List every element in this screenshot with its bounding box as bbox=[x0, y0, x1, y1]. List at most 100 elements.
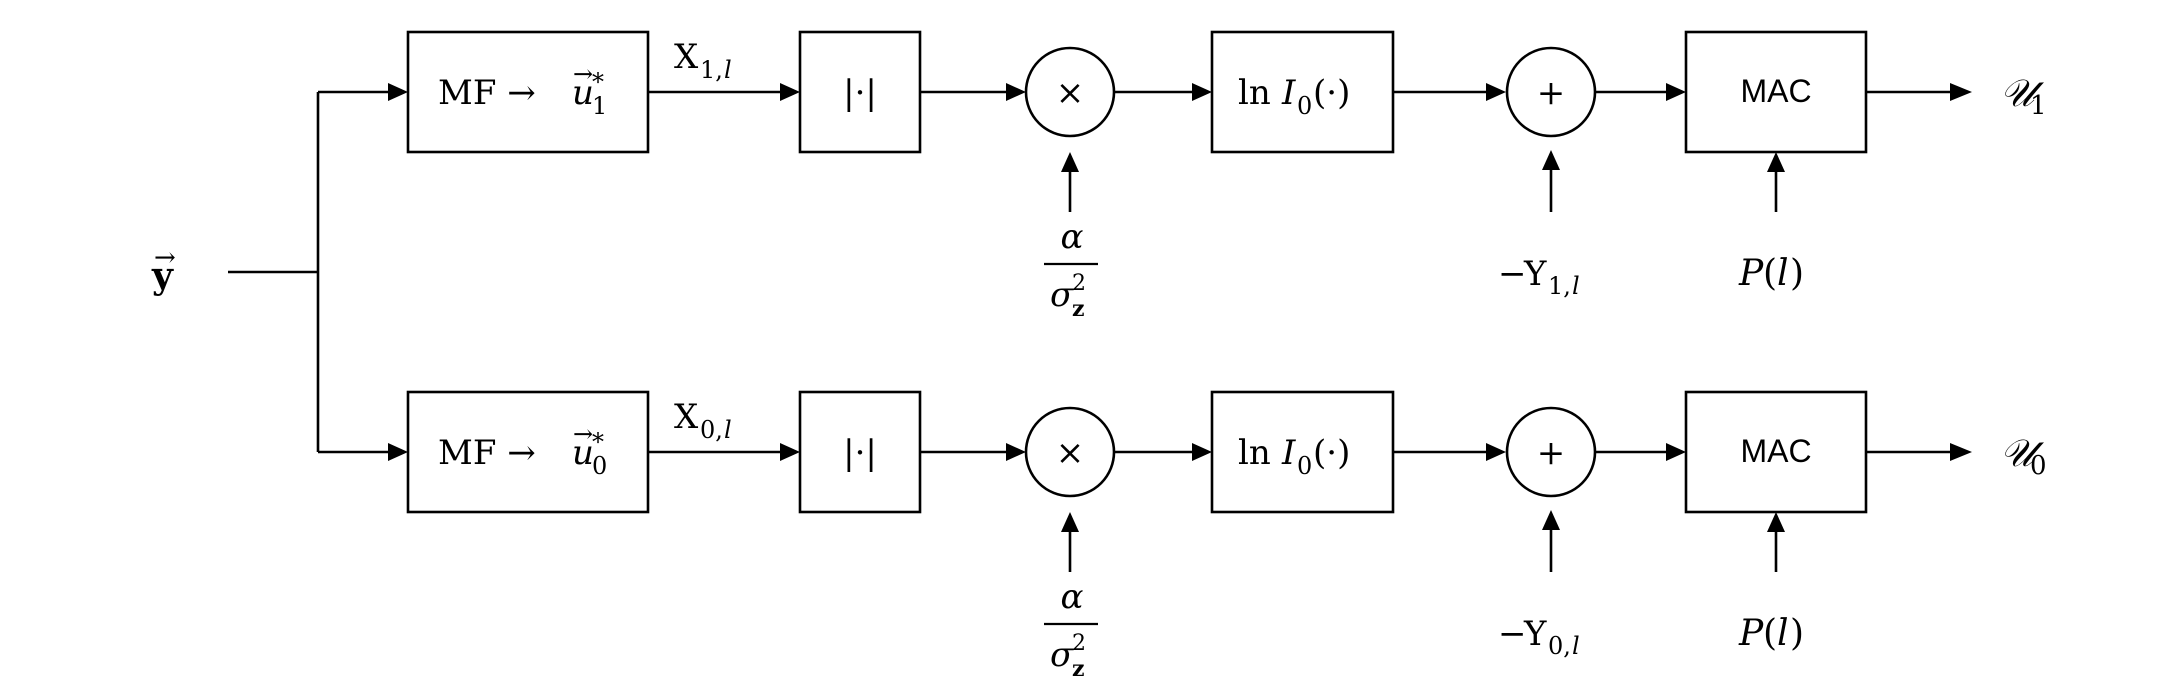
mf-vector-accent: → bbox=[573, 60, 593, 88]
mf-label: MF → bbox=[438, 433, 536, 473]
splitter bbox=[228, 92, 320, 452]
x-sub-l: l bbox=[724, 56, 732, 84]
gain-numerator: α bbox=[1061, 217, 1084, 257]
mf-vector-accent: → bbox=[573, 420, 593, 448]
branch-1-wires bbox=[318, 83, 1972, 212]
abs-block-1: |·| bbox=[798, 30, 922, 154]
prior-label-0: P ( l ) bbox=[1738, 613, 1804, 654]
output-label-1: 𝒰 1 bbox=[2000, 71, 2047, 121]
input-symbol: y bbox=[151, 255, 174, 297]
arrow-to-mf bbox=[388, 443, 408, 461]
branch-0-wires bbox=[318, 443, 1972, 572]
arrow-prior-up bbox=[1767, 152, 1785, 172]
bessel-sub: 0 bbox=[1297, 92, 1312, 120]
offset-label-0: − Y 0, l bbox=[1498, 614, 1580, 660]
mf-vector-var: u bbox=[572, 433, 594, 473]
plus-symbol: + bbox=[1537, 433, 1566, 473]
multiply-symbol: × bbox=[1056, 73, 1085, 113]
ln-text: ln bbox=[1238, 73, 1271, 113]
gain-den-sub: z bbox=[1072, 296, 1085, 322]
offset-sub: 0, bbox=[1548, 632, 1571, 660]
prior-close: ) bbox=[1790, 253, 1804, 294]
ln-bessel-block-0: ln I 0 (·) bbox=[1210, 390, 1395, 514]
mac-label: MAC bbox=[1740, 73, 1811, 109]
x-sub: 0, bbox=[700, 416, 723, 444]
output-sub: 0 bbox=[2030, 451, 2047, 481]
gain-denominator: σ bbox=[1050, 275, 1074, 315]
bessel-i: I bbox=[1281, 433, 1296, 473]
matched-filter-block-0: MF → u → * 0 bbox=[406, 390, 650, 514]
mac-block-1: MAC bbox=[1684, 30, 1868, 154]
prior-label-1: P ( l ) bbox=[1738, 253, 1804, 294]
prior-open: ( bbox=[1763, 253, 1777, 294]
arrow-to-mac bbox=[1666, 83, 1686, 101]
plus-symbol: + bbox=[1537, 73, 1566, 113]
prior-arg: l bbox=[1777, 613, 1789, 654]
bessel-arg: (·) bbox=[1313, 73, 1350, 113]
ln-text: ln bbox=[1238, 433, 1271, 473]
mac-block-0: MAC bbox=[1684, 390, 1868, 514]
multiplier-node-1: × bbox=[1024, 46, 1116, 138]
ln-bessel-block-1: ln I 0 (·) bbox=[1210, 30, 1395, 154]
offset-minus: − bbox=[1498, 254, 1527, 294]
sum-node-1: + bbox=[1505, 46, 1597, 138]
offset-symbol: Y bbox=[1523, 614, 1547, 654]
gain-den-sup: 2 bbox=[1072, 631, 1086, 656]
offset-sub-l: l bbox=[1572, 632, 1580, 660]
x-symbol: X bbox=[674, 37, 699, 77]
mac-label: MAC bbox=[1740, 433, 1811, 469]
arrow-offset-up bbox=[1542, 150, 1560, 170]
x-sub-l: l bbox=[724, 416, 732, 444]
arrow-gain-up bbox=[1061, 512, 1079, 532]
arrow-to-mac bbox=[1666, 443, 1686, 461]
arrow-gain-up bbox=[1061, 152, 1079, 172]
arrow-to-abs bbox=[780, 443, 800, 461]
prior-p: P bbox=[1738, 253, 1764, 294]
mf-index-sub: 1 bbox=[592, 92, 607, 120]
sum-node-0: + bbox=[1505, 406, 1597, 498]
arrow-to-sum bbox=[1486, 443, 1506, 461]
offset-symbol: Y bbox=[1523, 254, 1547, 294]
arrow-to-mf bbox=[388, 83, 408, 101]
x-symbol: X bbox=[674, 397, 699, 437]
arrow-to-ln bbox=[1192, 443, 1212, 461]
output-sub: 1 bbox=[2030, 91, 2047, 121]
prior-p: P bbox=[1738, 613, 1764, 654]
gain-label-0: α σ 2 z bbox=[1044, 577, 1098, 682]
arrow-to-mult bbox=[1006, 443, 1026, 461]
multiplier-node-0: × bbox=[1024, 406, 1116, 498]
arrow-to-sum bbox=[1486, 83, 1506, 101]
branch-0: MF → u → * 0 X 0, l |·| × α σ 2 z bbox=[318, 390, 2047, 682]
gain-numerator: α bbox=[1061, 577, 1084, 617]
abs-label: |·| bbox=[843, 73, 877, 113]
gain-den-sup: 2 bbox=[1072, 271, 1086, 296]
output-label-0: 𝒰 0 bbox=[2000, 431, 2047, 481]
arrow-to-mult bbox=[1006, 83, 1026, 101]
gain-denominator: σ bbox=[1050, 635, 1074, 675]
gain-label-1: α σ 2 z bbox=[1044, 217, 1098, 322]
mf-conj-sup: * bbox=[592, 428, 604, 456]
mf-conj-sup: * bbox=[592, 68, 604, 96]
arrow-to-abs bbox=[780, 83, 800, 101]
bessel-arg: (·) bbox=[1313, 433, 1350, 473]
branch-1: MF → u → * 1 X 1, l |·| × α σ 2 z bbox=[318, 30, 2047, 322]
mf-index-sub: 0 bbox=[592, 452, 607, 480]
input-vector-accent: → bbox=[154, 243, 176, 273]
offset-sub: 1, bbox=[1548, 272, 1571, 300]
arrow-to-ln bbox=[1192, 83, 1212, 101]
prior-arg: l bbox=[1777, 253, 1789, 294]
multiply-symbol: × bbox=[1056, 433, 1085, 473]
gain-den-sub: z bbox=[1072, 656, 1085, 682]
bessel-sub: 0 bbox=[1297, 452, 1312, 480]
prior-open: ( bbox=[1763, 613, 1777, 654]
abs-block-0: |·| bbox=[798, 390, 922, 514]
arrow-offset-up bbox=[1542, 510, 1560, 530]
mf-label: MF → bbox=[438, 73, 536, 113]
bessel-i: I bbox=[1281, 73, 1296, 113]
arrow-prior-up bbox=[1767, 512, 1785, 532]
matched-filter-block-1: MF → u → * 1 bbox=[406, 30, 650, 154]
arrow-to-output bbox=[1950, 443, 1972, 461]
input-label: y → bbox=[151, 243, 176, 297]
arrow-to-output bbox=[1950, 83, 1972, 101]
